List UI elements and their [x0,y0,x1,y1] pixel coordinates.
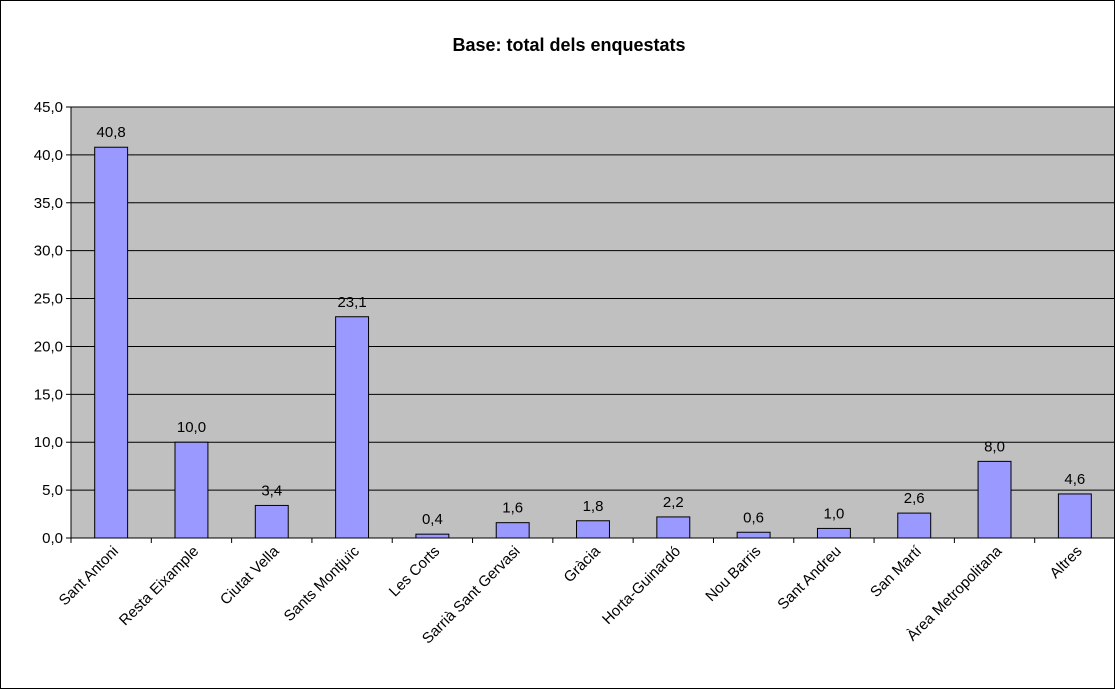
data-label: 40,8 [97,124,126,141]
bar [816,527,851,539]
x-category-label: Les Corts [386,543,443,600]
bar [254,504,289,539]
gridlines [71,106,1114,491]
data-label: 4,6 [1064,471,1085,488]
bar [656,516,691,539]
y-tick-label: 20,0 [34,338,63,355]
axes [66,106,1114,543]
plot-area [71,107,1114,538]
y-tick-label: 0,0 [42,530,63,547]
bar [94,146,129,539]
data-label: 23,1 [337,294,366,311]
y-tick-label: 30,0 [34,243,63,260]
data-labels: 40,8 10,0 3,4 23,1 0,4 1,6 1,8 2,2 0,6 1,0 2,6 8,0 4… [97,124,1086,528]
data-label: 2,2 [663,494,684,511]
bar [897,512,932,539]
data-label: 0,4 [422,511,443,528]
x-category-label: Ciutat Vella [217,542,283,608]
x-category-label: Resta Eixample [116,543,202,629]
data-label: 2,6 [904,490,925,507]
chart-title: Base: total dels enquestats [452,35,685,55]
y-tick-labels: 0,0 5,0 10,0 15,0 20,0 25,0 30,0 35,0 40,0 45,0 [34,99,63,547]
data-label: 1,6 [502,500,523,517]
x-category-label: Sant Andreu [774,543,844,613]
x-category-label: Sant Antoni [56,543,122,609]
y-tick-label: 45,0 [34,99,63,116]
bars [94,146,1092,539]
x-category-label: Sants Montjuïc [281,542,364,625]
y-tick-label: 5,0 [42,482,63,499]
bar [415,533,450,539]
y-tick-label: 35,0 [34,195,63,212]
y-tick-label: 10,0 [34,434,63,451]
y-tick-label: 40,0 [34,147,63,164]
bar [977,460,1012,539]
y-tick-label: 25,0 [34,291,63,308]
data-label: 1,8 [583,498,604,515]
x-category-label: Altres [1047,543,1086,582]
y-tick-label: 15,0 [34,386,63,403]
x-category-label: Horta-Guinardó [599,543,684,628]
bar [736,531,771,539]
data-label: 10,0 [177,419,206,436]
bar [174,441,209,539]
data-label: 1,0 [823,505,844,522]
x-category-label: Nou Barris [702,543,764,605]
bar [1057,493,1092,539]
bar [495,522,530,539]
data-label: 3,4 [261,482,282,499]
x-category-label: San Martí [867,542,926,601]
data-label: 8,0 [984,438,1005,455]
bar [576,520,610,539]
bar [335,316,370,539]
data-label: 0,6 [743,509,764,526]
x-category-label: Gràcia [561,542,605,586]
